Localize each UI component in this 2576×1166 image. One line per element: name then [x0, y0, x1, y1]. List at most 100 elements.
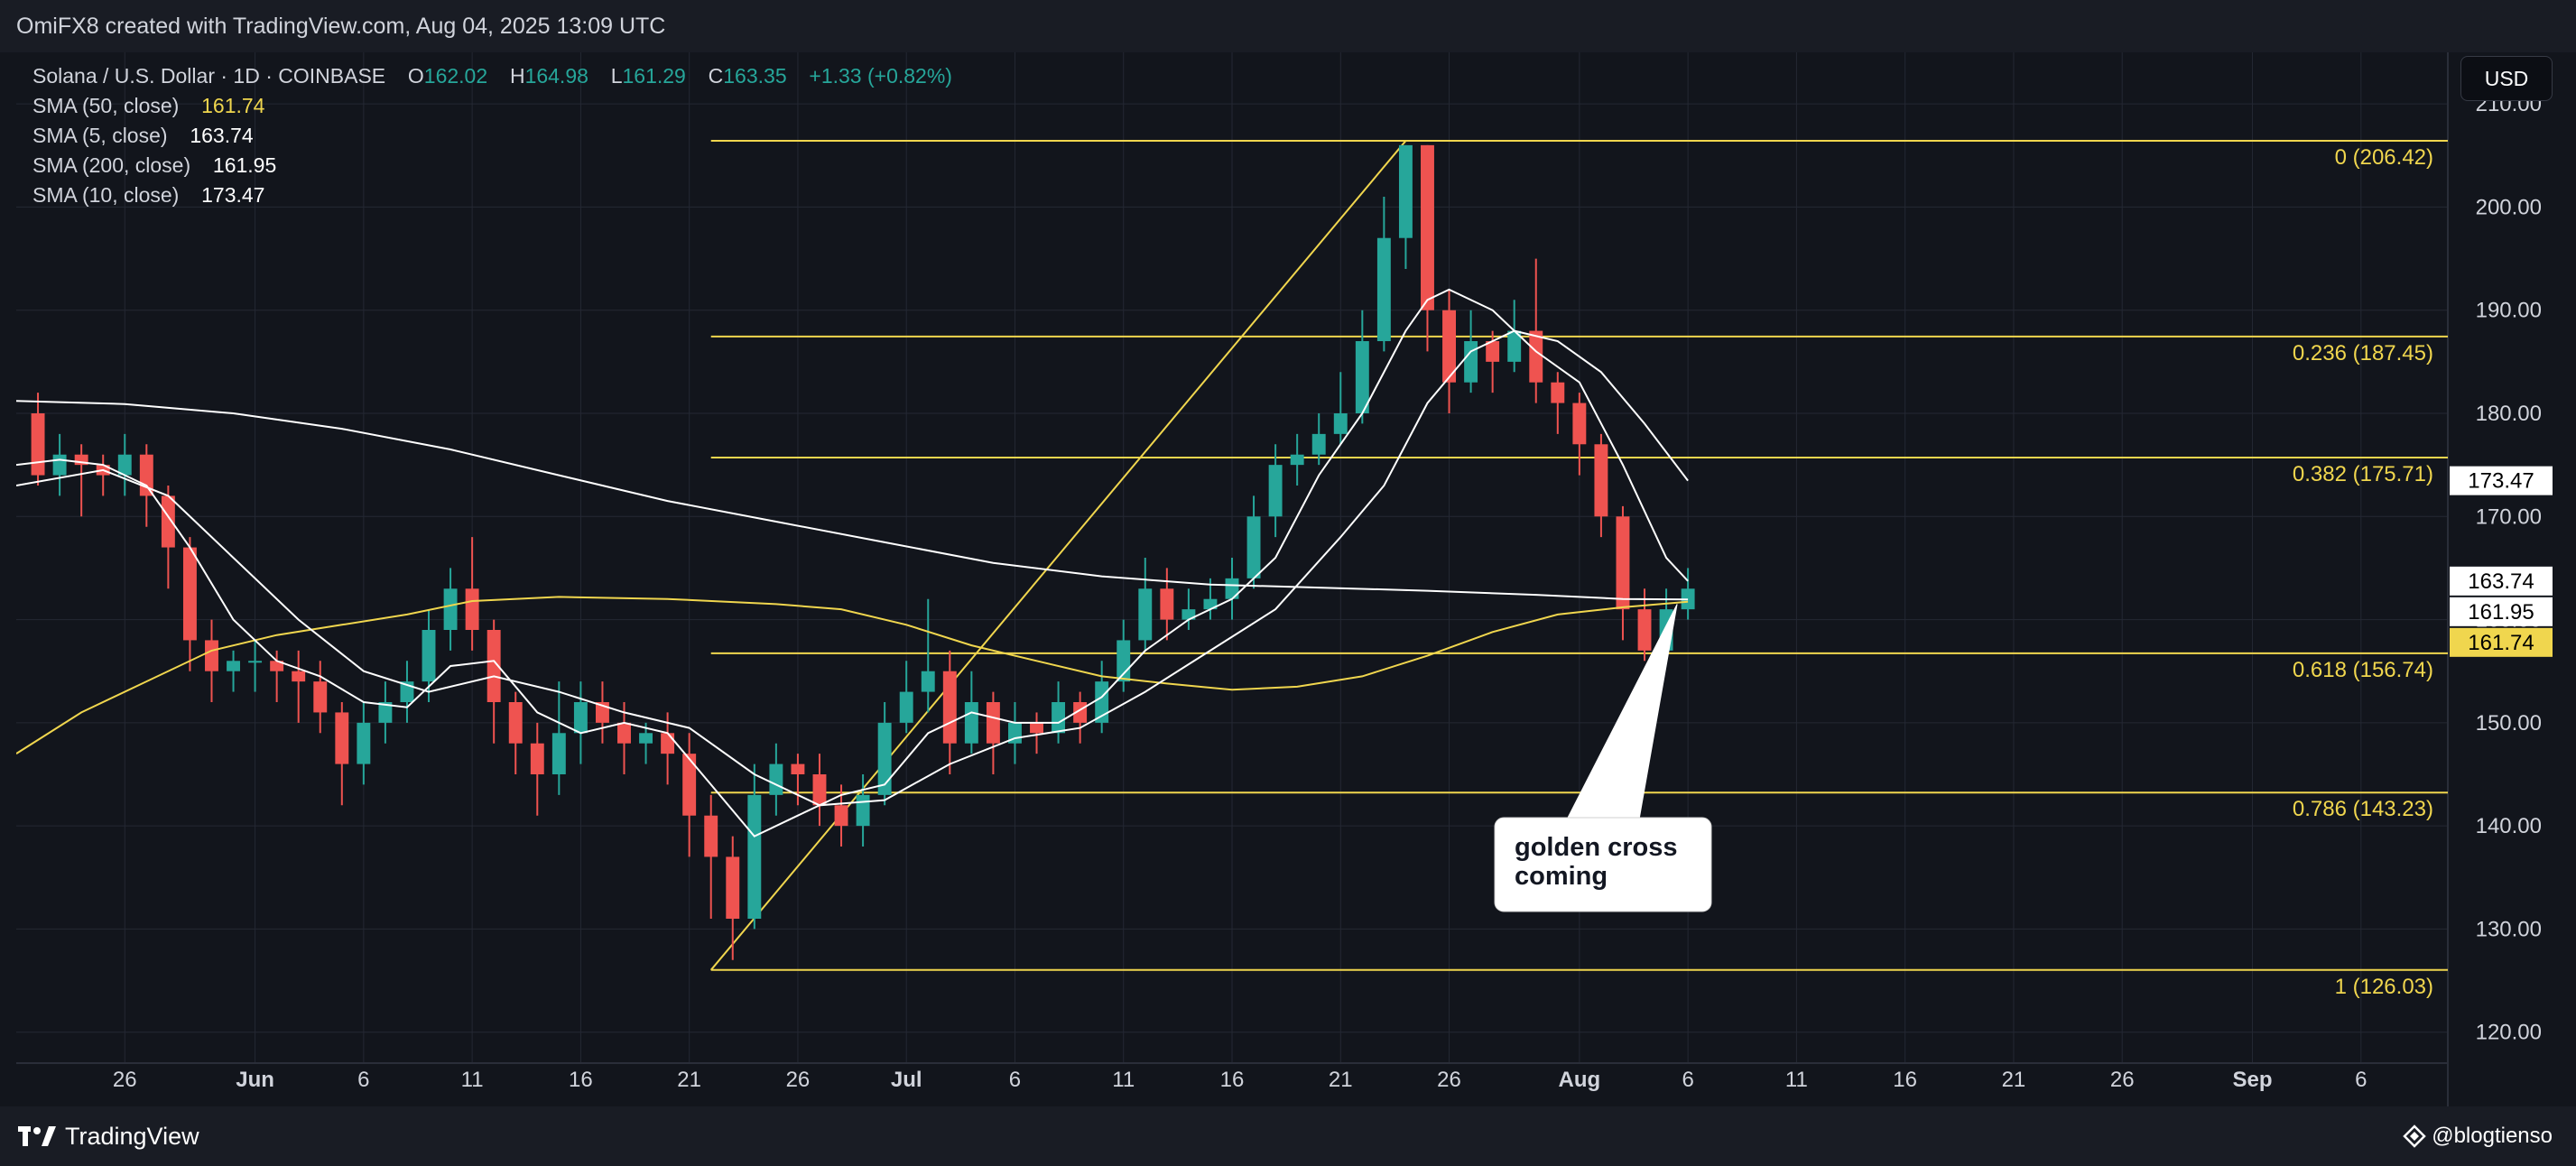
candle-body: [1138, 588, 1153, 641]
y-tick-label: 190.00: [2476, 299, 2542, 323]
x-tick-label: 11: [461, 1068, 484, 1092]
x-tick-label: 6: [2355, 1068, 2367, 1092]
candle-body: [1225, 578, 1239, 599]
candle-body: [1203, 598, 1218, 610]
candle-body: [1464, 341, 1478, 383]
candle-body: [682, 754, 697, 816]
candle-body: [378, 702, 393, 723]
symbol-name: Solana / U.S. Dollar · 1D · COINBASE: [32, 64, 386, 88]
candle-body: [1052, 702, 1066, 734]
indicator-row[interactable]: SMA (5, close) 163.74: [32, 121, 952, 151]
x-tick-label: 26: [786, 1068, 811, 1092]
indicator-row[interactable]: SMA (10, close) 173.47: [32, 180, 952, 210]
candle-body: [248, 661, 263, 663]
candle-body: [1181, 609, 1196, 620]
fib-trend-line: [709, 140, 1407, 971]
candle-body: [573, 702, 588, 734]
y-tick-label: 120.00: [2476, 1021, 2542, 1045]
candle-body: [270, 661, 284, 671]
sma-line: [16, 288, 1689, 837]
chart-area[interactable]: 120.00130.00140.00150.00160.00170.00180.…: [16, 52, 2576, 1106]
candle-body: [335, 712, 349, 764]
callout-text: golden cross: [1515, 833, 1678, 862]
candle-body: [205, 640, 218, 671]
chart-background: [16, 52, 2576, 1106]
y-tick-label: 130.00: [2476, 917, 2542, 941]
candle-body: [227, 661, 240, 671]
candle-body: [747, 794, 762, 919]
candle-body: [551, 733, 566, 774]
price-tag-label: 161.95: [2468, 600, 2534, 625]
currency-button[interactable]: USD: [2460, 56, 2553, 101]
chart-credit: OmiFX8 created with TradingView.com, Aug…: [16, 13, 666, 39]
price-tag: [2450, 597, 2553, 626]
candle-body: [530, 743, 544, 774]
indicator-label: SMA (5, close): [32, 124, 168, 147]
price-chart[interactable]: 120.00130.00140.00150.00160.00170.00180.…: [16, 52, 2576, 1106]
candle-body: [161, 495, 175, 548]
candle-body: [508, 702, 523, 744]
indicator-row[interactable]: SMA (200, close) 161.95: [32, 151, 952, 180]
fib-level-label: 0 (206.42): [2335, 145, 2433, 170]
x-tick-label: 21: [2002, 1068, 2026, 1092]
candle-body: [422, 630, 436, 682]
x-tick-label: 16: [569, 1068, 593, 1092]
indicator-value: 163.74: [190, 124, 254, 147]
y-tick-label: 150.00: [2476, 711, 2542, 736]
candle-body: [1486, 341, 1500, 362]
price-tag: [2450, 566, 2553, 596]
candle-body: [74, 454, 88, 466]
indicator-value: 173.47: [201, 183, 265, 207]
symbol-row: Solana / U.S. Dollar · 1D · COINBASE O 16…: [32, 61, 952, 91]
candle-body: [964, 702, 978, 744]
candle-body: [1594, 444, 1608, 517]
sma-line: [16, 400, 1689, 601]
fib-level-label: 0.382 (175.71): [2293, 462, 2433, 486]
x-tick-label: Jun: [236, 1068, 274, 1092]
author-handle[interactable]: @blogtienso: [2403, 1124, 2553, 1149]
candle-body: [791, 763, 805, 774]
sma-line: [16, 329, 1689, 807]
candle-body: [1551, 382, 1565, 403]
x-tick-label: Jul: [891, 1068, 922, 1092]
candle-body: [1616, 516, 1630, 610]
tradingview-logo[interactable]: TradingView: [18, 1123, 199, 1151]
candle-body: [443, 588, 458, 630]
callout-box: [1494, 817, 1712, 912]
candle-body: [1398, 144, 1413, 238]
ohlc-open-key: O: [407, 64, 424, 88]
candle-body: [357, 722, 371, 764]
candle-body: [1160, 588, 1174, 620]
x-tick-label: Aug: [1559, 1068, 1601, 1092]
candle-body: [921, 671, 935, 692]
candle-body: [1095, 681, 1109, 723]
ohlc-close-value: 163.35: [723, 64, 787, 88]
candle-body: [486, 630, 501, 702]
callout-text: coming: [1515, 862, 1608, 891]
x-tick-label: 16: [1893, 1068, 1917, 1092]
indicator-row[interactable]: SMA (50, close) 161.74: [32, 91, 952, 121]
tradingview-icon: [18, 1126, 56, 1146]
sma-line: [16, 596, 1689, 754]
indicator-value: 161.74: [201, 94, 265, 117]
candle-body: [52, 454, 67, 476]
fib-level-label: 0.236 (187.45): [2293, 341, 2433, 366]
price-tag: [2450, 466, 2553, 495]
candle-body: [1529, 330, 1543, 383]
candle-body: [726, 856, 740, 919]
candle-body: [834, 805, 848, 827]
candle-body: [856, 794, 870, 827]
candle-body: [465, 588, 479, 630]
y-tick-label: 200.00: [2476, 195, 2542, 219]
candle-body: [1355, 341, 1369, 413]
candle-body: [617, 722, 631, 744]
ohlc-low-key: L: [610, 64, 623, 88]
candle-body: [1268, 465, 1283, 517]
price-change: +1.33 (+0.82%): [809, 64, 952, 88]
ohlc-close-key: C: [708, 64, 724, 88]
x-tick-label: 21: [677, 1068, 701, 1092]
price-tag: [2450, 627, 2553, 657]
indicator-label: SMA (10, close): [32, 183, 180, 207]
candle-body: [1421, 144, 1434, 310]
x-tick-label: 26: [1437, 1068, 1461, 1092]
